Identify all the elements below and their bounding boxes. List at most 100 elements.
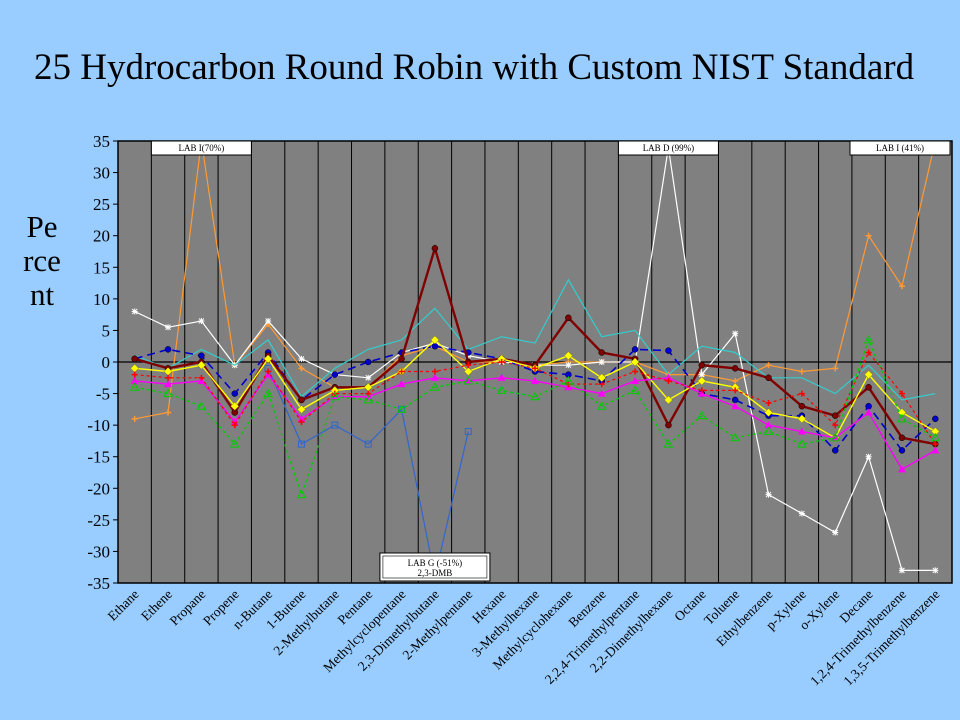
data-point: [864, 408, 873, 416]
data-point: [764, 408, 773, 417]
data-point: [165, 409, 172, 416]
data-point: [430, 382, 440, 391]
data-point: [832, 365, 839, 372]
y-tick-label: 20: [93, 227, 110, 246]
data-point: [263, 388, 273, 398]
series-3: [134, 278, 936, 401]
data-point: [398, 368, 405, 375]
data-point: [864, 370, 873, 379]
data-point: [630, 385, 640, 394]
data-point: [164, 346, 172, 353]
data-point: [497, 373, 506, 381]
data-point: [164, 380, 173, 388]
data-point: [832, 422, 839, 429]
annotation-box: LAB D (99%): [617, 140, 719, 156]
data-point: [830, 432, 841, 442]
data-point: [298, 365, 305, 372]
data-point: [131, 355, 138, 363]
data-point: [298, 355, 305, 362]
data-point: [363, 394, 374, 404]
data-point: [698, 371, 705, 378]
data-point: [831, 412, 839, 419]
data-point: [365, 374, 372, 381]
data-point: [265, 317, 272, 324]
data-point: [331, 371, 339, 378]
data-point: [798, 368, 805, 375]
series-9: [131, 349, 939, 448]
data-point: [231, 422, 238, 429]
data-point: [198, 352, 205, 359]
data-point: [564, 351, 573, 361]
data-point: [463, 375, 474, 385]
data-point: [765, 491, 772, 498]
data-point: [797, 414, 807, 424]
data-point: [296, 489, 307, 499]
data-point: [398, 355, 405, 363]
data-point: [930, 427, 940, 436]
data-point: [930, 432, 941, 442]
data-point: [131, 415, 138, 422]
data-point: [897, 465, 906, 473]
data-point: [696, 410, 707, 420]
series-8: [130, 370, 940, 473]
data-point: [898, 567, 905, 574]
page-title: 25 Hydrocarbon Round Robin with Custom N…: [34, 47, 915, 88]
annotation-label: LAB D (99%): [643, 143, 695, 153]
data-point: [130, 376, 139, 384]
data-point: [865, 349, 872, 356]
data-point: [664, 373, 673, 381]
data-point: [297, 414, 306, 422]
data-point: [897, 413, 907, 423]
data-point: [865, 453, 872, 460]
data-point: [198, 317, 205, 324]
data-point: [129, 382, 140, 391]
data-point: [431, 245, 439, 252]
data-point: [465, 362, 472, 369]
data-point: [898, 434, 906, 442]
annotation-label: LAB G (-51%): [408, 558, 463, 568]
data-point: [163, 388, 173, 398]
data-point: [531, 376, 539, 384]
data-point: [798, 510, 805, 517]
y-tick-label: -10: [87, 416, 110, 435]
data-point: [865, 402, 872, 410]
data-point: [565, 362, 572, 369]
data-point: [331, 421, 339, 429]
data-point: [165, 374, 172, 381]
y-tick-label: -20: [87, 479, 110, 498]
series-line: [134, 337, 936, 497]
annotation-box: LAB I (41%): [849, 140, 951, 156]
data-point: [898, 390, 905, 397]
data-point: [229, 439, 240, 448]
x-tick-label: Ethane: [105, 587, 142, 624]
data-point: [731, 396, 739, 404]
data-point: [798, 402, 806, 410]
y-tick-label: -15: [87, 448, 110, 467]
data-point: [431, 368, 438, 375]
y-tick-label: 35: [93, 132, 110, 151]
data-point: [898, 283, 905, 290]
data-point: [932, 415, 939, 423]
data-point: [496, 385, 507, 394]
y-tick-label: 10: [93, 290, 110, 309]
y-tick-label: 25: [93, 195, 110, 214]
y-tick-label: -35: [87, 574, 110, 593]
data-point: [797, 439, 807, 448]
data-point: [698, 361, 706, 369]
data-point: [396, 404, 407, 413]
annotation-label: LAB I(70%): [179, 143, 225, 153]
annotation-box: LAB I(70%): [150, 140, 252, 156]
data-point: [665, 421, 672, 429]
data-point: [364, 358, 372, 366]
data-point: [131, 371, 138, 378]
x-tick-label: Propane: [167, 587, 209, 629]
data-point: [298, 396, 305, 404]
annotation-sublabel: 2,3-DMB: [418, 568, 453, 578]
y-axis-label: Percent: [23, 209, 61, 312]
annotation-box: LAB G (-51%)2,3-DMB: [379, 552, 491, 582]
data-point: [563, 375, 574, 385]
data-point: [865, 232, 872, 239]
data-point: [598, 359, 605, 365]
data-point: [530, 391, 540, 401]
data-point: [730, 432, 741, 442]
